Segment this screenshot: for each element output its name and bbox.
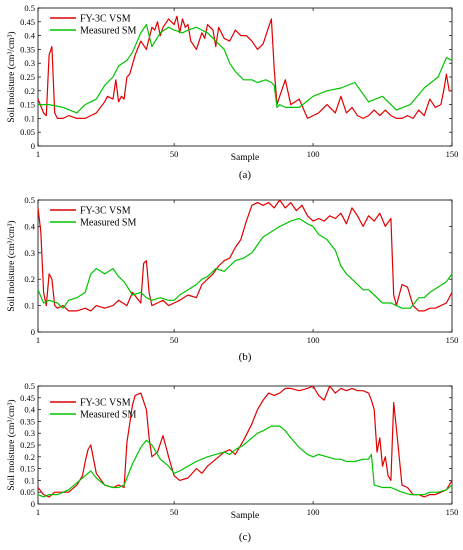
- y-axis-label: Soil moisture (cm³/cm³): [6, 220, 17, 311]
- y-tick-label: 0.5: [24, 3, 35, 13]
- y-tick-label: 0.5: [24, 381, 35, 391]
- y-tick-label: 0: [31, 141, 35, 151]
- legend-label: Measured SM: [80, 218, 136, 229]
- x-tick-label: 1: [36, 335, 40, 345]
- y-tick-label: 0.2: [24, 86, 35, 96]
- y-tick-label: 0.15: [20, 464, 35, 474]
- y-tick-label: 0: [31, 327, 35, 337]
- y-tick-label: 0.3: [24, 248, 35, 258]
- y-tick-label: 0.4: [24, 221, 35, 231]
- y-tick-label: 0.4: [24, 405, 35, 415]
- y-tick-label: 0: [31, 499, 35, 509]
- x-axis-label: Sample: [231, 153, 260, 163]
- legend-label: Measured SM: [80, 410, 136, 421]
- panel-caption: (b): [239, 351, 252, 363]
- x-tick-label: 100: [307, 149, 320, 159]
- legend-label: Measured SM: [80, 26, 136, 37]
- x-tick-label: 150: [446, 149, 459, 159]
- y-tick-label: 0.35: [20, 416, 35, 426]
- legend-label: FY-3C VSM: [80, 14, 131, 25]
- y-tick-label: 0.25: [20, 72, 35, 82]
- y-tick-label: 0.45: [20, 17, 35, 27]
- y-tick-label: 0.1: [24, 475, 35, 485]
- x-tick-label: 1: [36, 149, 40, 159]
- series-line-measured-sm: [38, 24, 453, 114]
- panel-caption: (a): [239, 169, 252, 181]
- x-tick-label: 50: [170, 335, 179, 345]
- panel-caption: (c): [239, 531, 252, 543]
- y-axis-label: Soil moisture (cm³/cm³): [6, 399, 17, 490]
- y-tick-label: 0.2: [24, 274, 35, 284]
- y-tick-label: 0.4: [24, 31, 35, 41]
- series-line-fy3c-vsm: [37, 15, 452, 119]
- y-tick-label: 0.1: [24, 301, 35, 311]
- series-line-fy3c-vsm: [37, 199, 453, 312]
- chart-panel-3: 00.050.10.150.20.250.30.350.40.450.51 50 1…: [6, 381, 458, 543]
- x-tick-label: 100: [307, 507, 320, 517]
- x-tick-label: 50: [170, 149, 179, 159]
- y-tick-label: 0.1: [24, 113, 35, 123]
- y-tick-label: 0.05: [20, 487, 35, 497]
- chart-panel-1: 00.050.10.150.20.250.30.350.40.450.51 50 1…: [6, 3, 458, 181]
- legend-label: FY-3C VSM: [80, 206, 131, 217]
- y-tick-label: 0.3: [24, 58, 35, 68]
- x-tick-label: 1: [36, 507, 40, 517]
- series-line-measured-sm: [37, 217, 453, 309]
- y-tick-label: 0.5: [24, 195, 35, 205]
- x-tick-label: 150: [446, 507, 459, 517]
- x-tick-label: 100: [307, 335, 320, 345]
- legend-label: FY-3C VSM: [80, 398, 131, 409]
- y-tick-label: 0.3: [24, 428, 35, 438]
- y-tick-label: 0.45: [20, 393, 35, 403]
- y-tick-label: 0.05: [20, 127, 35, 137]
- x-tick-label: 50: [170, 507, 179, 517]
- x-tick-label: 150: [446, 335, 459, 345]
- y-axis-label: Soil moisture (cm³/cm³): [6, 31, 17, 122]
- series-line-measured-sm: [37, 425, 453, 498]
- y-tick-label: 0.35: [20, 44, 35, 54]
- y-tick-label: 0.15: [20, 100, 35, 110]
- y-tick-label: 0.2: [24, 452, 35, 462]
- plot-frame: [37, 199, 453, 333]
- x-axis-label: Sample: [231, 511, 260, 521]
- y-tick-label: 0.25: [20, 440, 35, 450]
